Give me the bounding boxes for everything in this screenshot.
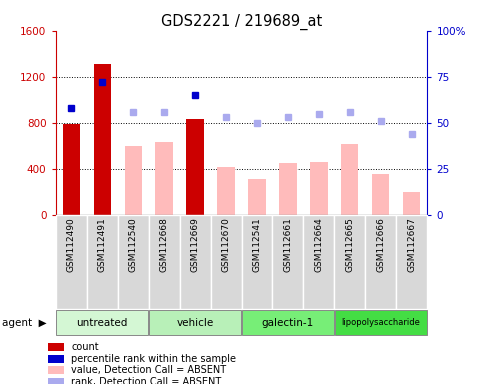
Bar [311,162,327,215]
Bar [48,366,64,374]
FancyBboxPatch shape [272,215,303,309]
Text: GSM112664: GSM112664 [314,217,324,271]
Text: lipopolysaccharide: lipopolysaccharide [341,318,420,327]
Bar [372,174,389,215]
FancyBboxPatch shape [334,215,366,309]
FancyBboxPatch shape [303,215,334,309]
Text: GSM112491: GSM112491 [98,217,107,271]
FancyBboxPatch shape [397,215,427,309]
Text: GSM112541: GSM112541 [253,217,261,271]
Bar [94,64,111,215]
Text: GSM112667: GSM112667 [408,217,416,272]
Bar [280,163,297,215]
Text: vehicle: vehicle [176,318,213,328]
Text: count: count [71,343,99,353]
Text: untreated: untreated [76,318,128,328]
Text: rank, Detection Call = ABSENT: rank, Detection Call = ABSENT [71,377,221,384]
FancyBboxPatch shape [211,215,242,309]
FancyBboxPatch shape [56,310,148,335]
FancyBboxPatch shape [242,310,334,335]
FancyBboxPatch shape [149,215,180,309]
Text: GSM112670: GSM112670 [222,217,230,272]
Bar [186,119,203,215]
Bar [125,146,142,215]
FancyBboxPatch shape [335,310,427,335]
FancyBboxPatch shape [242,215,272,309]
Text: GSM112669: GSM112669 [190,217,199,272]
Text: GSM112666: GSM112666 [376,217,385,272]
Text: GSM112668: GSM112668 [159,217,169,272]
Bar [341,144,358,215]
FancyBboxPatch shape [86,215,117,309]
Text: value, Detection Call = ABSENT: value, Detection Call = ABSENT [71,365,226,375]
Bar [62,124,80,215]
Text: percentile rank within the sample: percentile rank within the sample [71,354,236,364]
Bar [217,167,235,215]
Text: GSM112540: GSM112540 [128,217,138,271]
Text: GDS2221 / 219689_at: GDS2221 / 219689_at [161,13,322,30]
Bar [48,343,64,351]
Bar [248,179,266,215]
FancyBboxPatch shape [180,215,211,309]
Text: GSM112490: GSM112490 [67,217,75,271]
Text: GSM112665: GSM112665 [345,217,355,272]
Bar [403,192,421,215]
Bar [48,378,64,384]
FancyBboxPatch shape [149,310,241,335]
Bar [48,355,64,363]
Text: galectin-1: galectin-1 [262,318,314,328]
Bar [156,142,172,215]
Text: GSM112661: GSM112661 [284,217,293,272]
FancyBboxPatch shape [56,215,86,309]
FancyBboxPatch shape [366,215,397,309]
Text: agent  ▶: agent ▶ [2,318,47,328]
FancyBboxPatch shape [117,215,149,309]
